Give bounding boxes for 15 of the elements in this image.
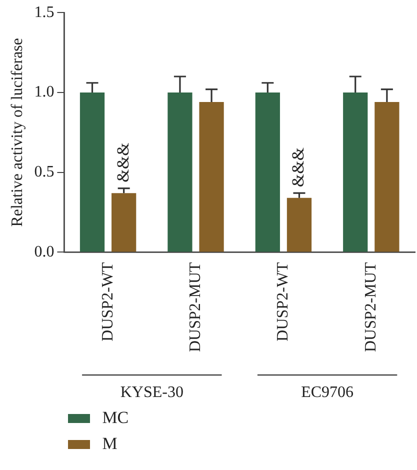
y-tick-label: 0.5 bbox=[34, 164, 54, 181]
x-tick-label: DUSP2-WT bbox=[274, 262, 292, 342]
legend-label: M bbox=[102, 434, 118, 454]
text: KYSE-30 bbox=[120, 384, 184, 402]
annotation: &&& bbox=[288, 147, 308, 188]
y-tick-label: 1.0 bbox=[34, 84, 54, 101]
y-tick-label: 0.0 bbox=[34, 243, 54, 260]
y-tick-label: 1.5 bbox=[34, 4, 54, 21]
x-tick-label: DUSP2-MUT bbox=[362, 262, 380, 352]
annotation: &&& bbox=[113, 142, 132, 182]
legend-label: MC bbox=[102, 408, 129, 428]
text: EC9706 bbox=[301, 384, 354, 402]
x-tick-label: DUSP2-WT bbox=[99, 262, 116, 342]
x-tick-label: DUSP2-MUT bbox=[186, 262, 204, 352]
y-axis-title: Relative activity of luciferase bbox=[8, 38, 26, 227]
